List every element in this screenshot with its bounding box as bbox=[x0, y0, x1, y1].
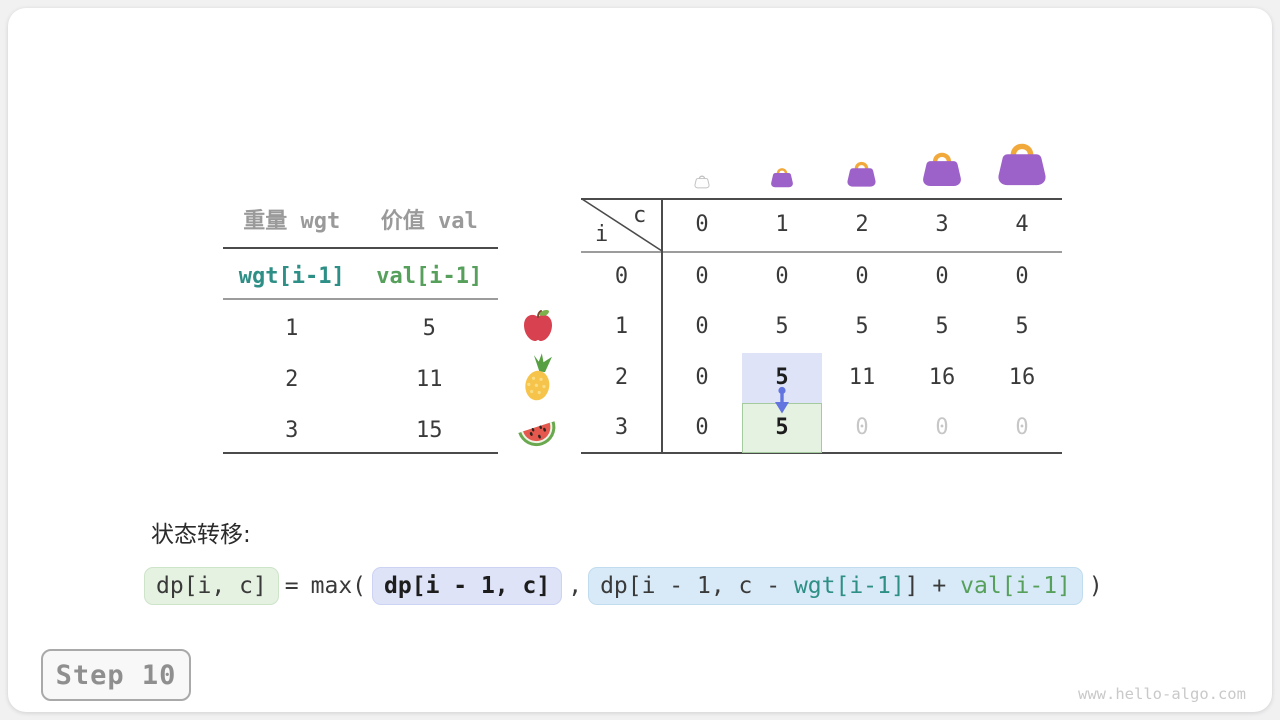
dp-cell-pending: 0 bbox=[935, 415, 949, 441]
item-value: 5 bbox=[422, 315, 436, 341]
dp-cell: 5 bbox=[855, 314, 869, 340]
dp-cell-pending: 0 bbox=[1015, 415, 1029, 441]
pineapple-icon bbox=[517, 352, 559, 402]
dp-header-divider bbox=[581, 251, 1062, 253]
items-header-value: 价值 val bbox=[380, 209, 478, 234]
transition-label: 状态转移: bbox=[151, 522, 251, 548]
item-value: 11 bbox=[416, 366, 443, 392]
dp-cell: 0 bbox=[695, 364, 709, 390]
formula-arg2-bracket: ] bbox=[904, 573, 919, 599]
items-divider-bottom bbox=[223, 452, 498, 454]
transition-formula: dp[i, c] = max( dp[i - 1, c] , dp[i - 1,… bbox=[144, 567, 1109, 605]
items-header-weight: 重量 wgt bbox=[243, 209, 341, 234]
bag-medium-icon bbox=[846, 159, 877, 189]
items-divider-mid bbox=[223, 298, 498, 300]
dp-row-1: 1 0 5 5 5 5 bbox=[581, 302, 1062, 353]
transition-arrow-icon bbox=[775, 386, 789, 414]
formula-arg2-prefix: dp[i - 1, c - bbox=[600, 573, 794, 599]
figure-card: 重量 wgt 价值 val wgt[i-1] val[i-1] 1 5 2 11… bbox=[8, 8, 1272, 712]
dp-cell: 0 bbox=[775, 263, 789, 289]
dp-cell: 11 bbox=[848, 364, 876, 390]
dp-row-3: 3 0 5 0 0 0 bbox=[581, 403, 1062, 454]
dp-cell: 5 bbox=[1015, 314, 1029, 340]
dp-cell: 0 bbox=[935, 263, 949, 289]
items-table: 重量 wgt 价值 val wgt[i-1] val[i-1] 1 5 2 11… bbox=[223, 198, 498, 454]
dp-cell: 16 bbox=[928, 364, 956, 390]
dp-row-0: 0 0 0 0 0 0 bbox=[581, 251, 1062, 302]
dp-cell: 0 bbox=[1015, 263, 1029, 289]
dp-cell: 16 bbox=[1008, 364, 1036, 390]
step-badge: Step 10 bbox=[41, 649, 191, 701]
dp-row-header: 0 bbox=[614, 263, 629, 289]
items-divider-top bbox=[223, 247, 498, 249]
apple-icon bbox=[520, 308, 556, 344]
dp-cell: 0 bbox=[695, 314, 709, 340]
items-row-apple: 1 5 bbox=[223, 310, 498, 346]
items-row-pineapple: 2 11 bbox=[223, 361, 498, 397]
dp-cell: 5 bbox=[935, 314, 949, 340]
dp-cell: 0 bbox=[855, 263, 869, 289]
item-weight: 2 bbox=[285, 366, 299, 392]
dp-col-header: 1 bbox=[775, 212, 789, 237]
highlight-cell-target bbox=[742, 403, 822, 453]
items-row-watermelon: 3 15 bbox=[223, 412, 498, 448]
dp-table: c i 0 1 2 3 4 0 0 0 0 0 0 1 0 bbox=[581, 198, 1062, 454]
dp-row-header: 2 bbox=[614, 364, 629, 390]
dp-label-divider bbox=[661, 198, 663, 453]
dp-cell-pending: 0 bbox=[855, 415, 869, 441]
dp-border-top bbox=[581, 198, 1062, 200]
watermark: www.hello-algo.com bbox=[1078, 685, 1246, 703]
items-subheader-val: val[i-1] bbox=[376, 263, 483, 289]
step-badge-label: Step 10 bbox=[55, 659, 177, 691]
dp-row-header: 3 bbox=[614, 415, 629, 441]
dp-cell: 0 bbox=[695, 415, 709, 441]
dp-corner-diagonal bbox=[581, 198, 663, 252]
item-weight: 3 bbox=[285, 417, 299, 443]
bag-large-icon bbox=[921, 149, 963, 189]
formula-comma: , bbox=[568, 573, 583, 599]
formula-arg2-wgt: wgt[i-1] bbox=[793, 573, 905, 599]
dp-cell-target: 5 bbox=[775, 415, 789, 441]
formula-lhs: dp[i, c] bbox=[144, 567, 279, 605]
bag-xlarge-icon bbox=[996, 139, 1048, 189]
formula-close-paren: ) bbox=[1088, 573, 1103, 599]
items-subheader-wgt: wgt[i-1] bbox=[238, 263, 345, 289]
watermelon-icon bbox=[515, 407, 559, 451]
dp-row-header: 1 bbox=[614, 314, 629, 340]
bag-empty-icon bbox=[694, 174, 710, 189]
dp-corner-row-var: i bbox=[595, 222, 609, 247]
bag-small-icon bbox=[770, 166, 794, 189]
dp-row-2: 2 0 5 11 16 16 bbox=[581, 352, 1062, 403]
item-value: 15 bbox=[416, 417, 443, 443]
formula-arg2-val: val[i-1] bbox=[960, 573, 1071, 599]
formula-arg2-plus: + bbox=[918, 573, 961, 599]
formula-arg1: dp[i - 1, c] bbox=[372, 567, 563, 605]
formula-max-open: max( bbox=[310, 573, 367, 599]
formula-equals: = bbox=[284, 573, 299, 599]
dp-cell-source: 5 bbox=[775, 364, 789, 390]
item-weight: 1 bbox=[285, 315, 299, 341]
dp-col-header: 2 bbox=[855, 212, 869, 237]
dp-cell: 5 bbox=[775, 314, 789, 340]
dp-col-header: 4 bbox=[1015, 212, 1029, 237]
dp-col-header: 0 bbox=[695, 212, 709, 237]
dp-col-header-row: 0 1 2 3 4 bbox=[581, 198, 1062, 251]
dp-corner-col-var: c bbox=[633, 203, 647, 228]
dp-col-header: 3 bbox=[935, 212, 949, 237]
dp-cell: 0 bbox=[695, 263, 709, 289]
formula-arg2: dp[i - 1, c - wgt[i-1]] + val[i-1] bbox=[588, 567, 1083, 605]
